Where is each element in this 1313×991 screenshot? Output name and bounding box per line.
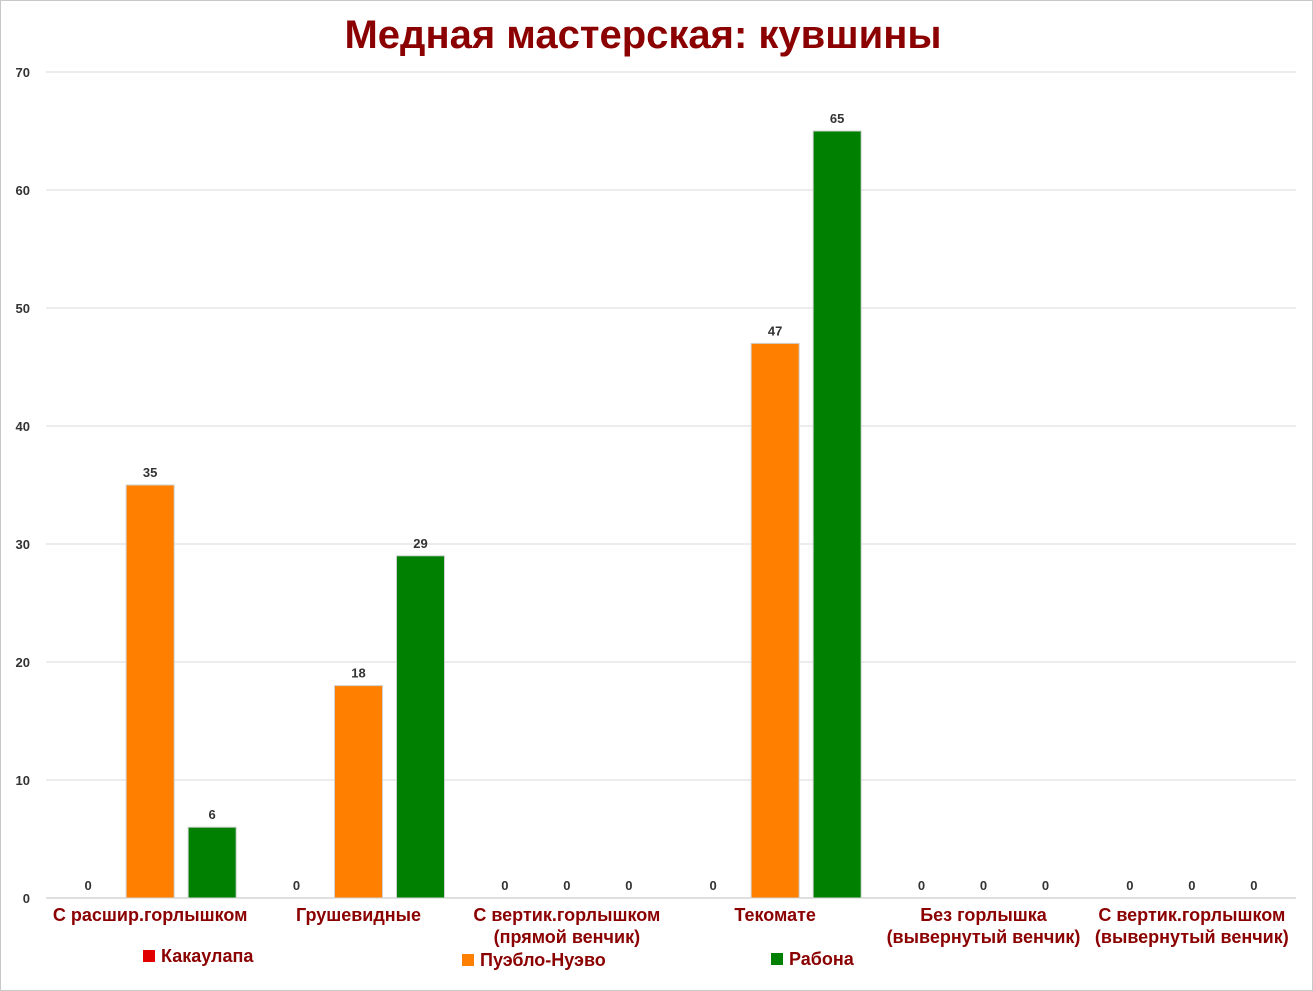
y-tick-label: 60 bbox=[16, 183, 30, 198]
data-label: 0 bbox=[980, 878, 987, 893]
data-labels: 0 35 6 0 18 29 0 0 0 0 47 65 0 0 0 0 0 0 bbox=[85, 111, 1258, 893]
legend-item: Какаулапа bbox=[143, 946, 254, 966]
legend-swatch bbox=[462, 954, 474, 966]
bars bbox=[125, 130, 862, 899]
legend: Какаулапа Пуэбло-Нуэво Рабона bbox=[143, 946, 855, 970]
data-label: 35 bbox=[143, 465, 157, 480]
category-label-line: Без горлышка bbox=[920, 905, 1048, 925]
bar bbox=[187, 826, 237, 899]
category-label-line: С расшир.горлышком bbox=[53, 905, 248, 925]
data-label: 0 bbox=[1250, 878, 1257, 893]
y-tick-label: 50 bbox=[16, 301, 30, 316]
y-tick-label: 10 bbox=[16, 773, 30, 788]
bar bbox=[125, 484, 175, 899]
y-tick-label: 70 bbox=[16, 65, 30, 80]
legend-item: Пуэбло-Нуэво bbox=[462, 950, 606, 970]
legend-swatch bbox=[771, 953, 783, 965]
data-label: 29 bbox=[413, 536, 427, 551]
data-label: 6 bbox=[209, 807, 216, 822]
data-label: 0 bbox=[1126, 878, 1133, 893]
category-label: С вертик.горлышком (вывернутый венчик) bbox=[1095, 905, 1289, 947]
data-label: 0 bbox=[1188, 878, 1195, 893]
data-label: 0 bbox=[625, 878, 632, 893]
data-label: 0 bbox=[563, 878, 570, 893]
y-tick-label: 20 bbox=[16, 655, 30, 670]
x-axis-categories: С расшир.горлышком Грушевидные С вертик.го… bbox=[53, 905, 1289, 947]
y-tick-label: 30 bbox=[16, 537, 30, 552]
category-label-line: (вывернутый венчик) bbox=[887, 927, 1081, 947]
category-label-line: С вертик.горлышком bbox=[473, 905, 660, 925]
data-label: 18 bbox=[351, 666, 365, 681]
bar bbox=[396, 555, 445, 899]
data-label: 0 bbox=[918, 878, 925, 893]
data-label: 0 bbox=[710, 878, 717, 893]
gridlines bbox=[46, 71, 1296, 899]
bar bbox=[334, 685, 383, 899]
bar bbox=[812, 130, 862, 899]
data-label: 0 bbox=[293, 878, 300, 893]
data-label: 0 bbox=[501, 878, 508, 893]
legend-label: Пуэбло-Нуэво bbox=[480, 950, 606, 970]
category-label-line: (прямой венчик) bbox=[494, 927, 641, 947]
category-label-line: (вывернутый венчик) bbox=[1095, 927, 1289, 947]
y-tick-label: 40 bbox=[16, 419, 30, 434]
y-tick-label: 0 bbox=[23, 891, 30, 906]
legend-swatch bbox=[143, 950, 155, 962]
category-label: Текомате bbox=[734, 905, 816, 925]
category-label-line: Грушевидные bbox=[296, 905, 421, 925]
chart-title: Медная мастерская: кувшины bbox=[344, 13, 941, 57]
legend-label: Какаулапа bbox=[161, 946, 254, 966]
legend-label: Рабона bbox=[789, 949, 855, 969]
data-label: 0 bbox=[85, 878, 92, 893]
bar bbox=[750, 342, 800, 899]
category-label: С вертик.горлышком (прямой венчик) bbox=[473, 905, 660, 947]
data-label: 65 bbox=[830, 111, 844, 126]
category-label-line: Текомате bbox=[734, 905, 816, 925]
category-label: Грушевидные bbox=[296, 905, 421, 925]
category-label: С расшир.горлышком bbox=[53, 905, 248, 925]
legend-item: Рабона bbox=[771, 949, 855, 969]
category-label-line: С вертик.горлышком bbox=[1098, 905, 1285, 925]
data-label: 0 bbox=[1042, 878, 1049, 893]
data-label: 47 bbox=[768, 323, 782, 338]
y-axis-ticks: 0 10 20 30 40 50 60 70 bbox=[16, 65, 30, 906]
category-label: Без горлышка (вывернутый венчик) bbox=[887, 905, 1081, 947]
